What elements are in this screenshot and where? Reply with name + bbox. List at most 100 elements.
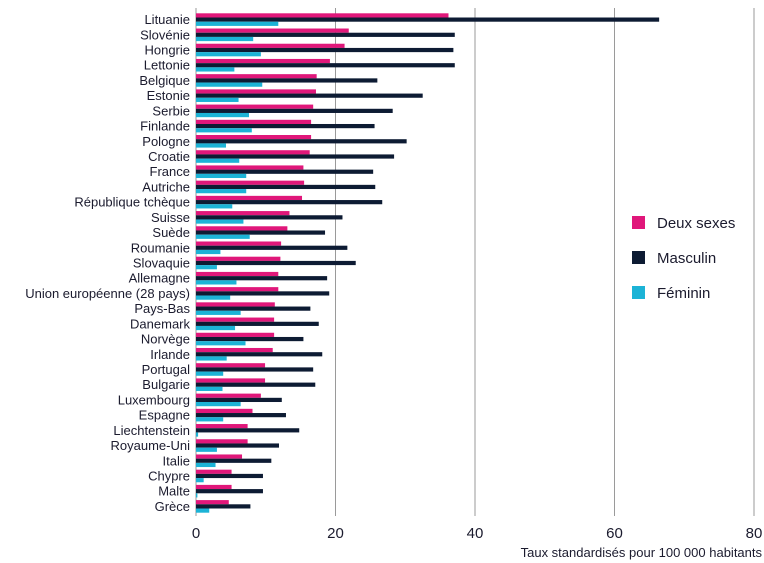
x-tick-label: 40 xyxy=(467,525,484,542)
bar xyxy=(196,508,210,513)
bar xyxy=(196,17,660,22)
bar xyxy=(196,280,237,285)
category-label: Espagne xyxy=(139,408,190,423)
bar xyxy=(196,402,241,407)
bar xyxy=(196,67,235,72)
legend-swatch xyxy=(632,216,645,229)
bar xyxy=(196,108,393,113)
category-label: République tchèque xyxy=(74,195,190,210)
category-label: Bulgarie xyxy=(142,377,190,392)
category-label: Suisse xyxy=(151,210,190,225)
category-label: Hongrie xyxy=(144,43,190,58)
x-tick-labels: 0 20 40 60 80 xyxy=(192,525,763,542)
bar xyxy=(196,195,303,201)
bar xyxy=(196,256,281,261)
bar xyxy=(196,386,223,391)
category-label: France xyxy=(150,164,190,179)
bar xyxy=(196,336,304,342)
bar xyxy=(196,332,275,337)
bar xyxy=(196,432,199,437)
bar xyxy=(196,458,272,463)
bar xyxy=(196,302,275,307)
bar xyxy=(196,93,423,98)
bar xyxy=(196,143,226,148)
category-label: Croatie xyxy=(148,149,190,164)
bar xyxy=(196,211,290,216)
category-label: Slovaquie xyxy=(133,256,190,271)
bar xyxy=(196,489,263,494)
bar xyxy=(196,504,251,509)
legend: Deux sexes Masculin Féminin xyxy=(632,215,735,302)
bar xyxy=(196,473,263,479)
bar xyxy=(196,317,275,322)
category-label: Slovénie xyxy=(140,27,190,42)
bar xyxy=(196,204,233,209)
category-label: Luxembourg xyxy=(118,392,190,407)
bar xyxy=(196,36,254,42)
bar xyxy=(196,43,345,48)
bar xyxy=(196,104,314,109)
x-tick-label: 0 xyxy=(192,525,200,542)
category-label: Pays-Bas xyxy=(134,301,190,316)
bar xyxy=(196,78,378,83)
bar xyxy=(196,249,221,255)
bar xyxy=(196,28,349,33)
bar xyxy=(196,150,310,155)
category-label: Portugal xyxy=(142,362,191,377)
bar xyxy=(196,58,330,64)
bar xyxy=(196,447,217,452)
bar xyxy=(196,306,311,311)
bar xyxy=(196,439,248,444)
category-labels: LituanieSlovénieHongrieLettonieBelgiqueE… xyxy=(25,12,190,514)
bar xyxy=(196,169,374,174)
category-label: Liechtenstein xyxy=(113,423,190,438)
bar xyxy=(196,173,247,179)
bar xyxy=(196,378,266,383)
legend-swatch xyxy=(632,251,645,264)
category-label: Allemagne xyxy=(129,271,190,286)
bar xyxy=(196,484,232,490)
category-label: Roumanie xyxy=(131,240,190,255)
bar xyxy=(196,97,239,102)
category-label: Irlande xyxy=(150,347,190,362)
bar xyxy=(196,493,198,498)
bar xyxy=(196,341,246,346)
bar xyxy=(196,63,455,68)
bar xyxy=(196,295,231,300)
bar xyxy=(196,234,250,239)
bar xyxy=(196,367,314,372)
bar xyxy=(196,158,240,163)
bar xyxy=(196,112,250,118)
category-label: Suède xyxy=(152,225,190,240)
bar xyxy=(196,321,319,326)
category-label: Royaume-Uni xyxy=(111,438,191,453)
bar xyxy=(196,13,449,18)
bar xyxy=(196,139,407,144)
bar xyxy=(196,478,204,483)
category-label: Lituanie xyxy=(144,12,190,27)
bar xyxy=(196,371,224,376)
bar xyxy=(196,47,454,53)
bar xyxy=(196,276,328,281)
bar xyxy=(196,52,261,57)
bar xyxy=(196,165,304,170)
bar xyxy=(196,180,305,185)
bar xyxy=(196,462,216,468)
bar xyxy=(196,424,248,429)
bar xyxy=(196,500,229,505)
bar xyxy=(196,310,241,315)
bar xyxy=(196,230,326,235)
bar xyxy=(196,189,247,194)
bar xyxy=(196,260,356,266)
category-label: Finlande xyxy=(140,119,190,134)
x-tick-label: 60 xyxy=(606,525,623,542)
category-label: Chypre xyxy=(148,468,190,483)
bar xyxy=(196,417,224,422)
category-label: Danemark xyxy=(130,316,190,331)
bar xyxy=(196,184,376,190)
bar xyxy=(196,82,263,87)
bars xyxy=(196,13,660,513)
bar xyxy=(196,413,286,418)
category-label: Estonie xyxy=(147,88,190,103)
